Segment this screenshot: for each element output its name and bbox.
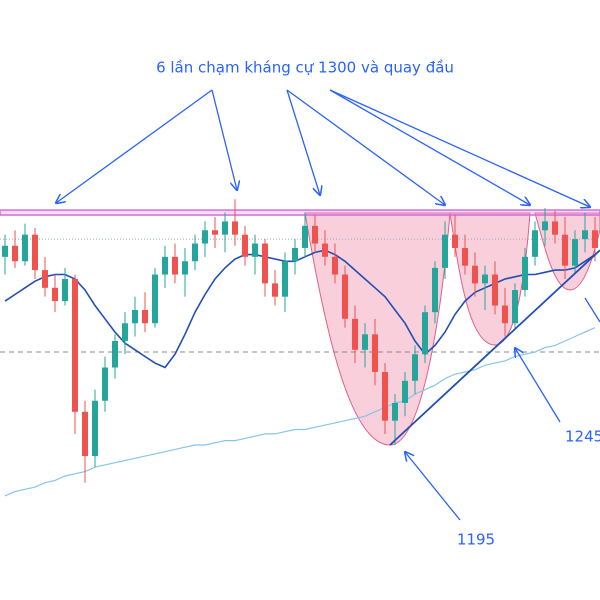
candle-body bbox=[282, 261, 288, 297]
candle-body bbox=[392, 402, 398, 421]
candle-body bbox=[522, 256, 528, 291]
candle-body bbox=[472, 265, 478, 284]
candle-body bbox=[112, 340, 118, 368]
candle-body bbox=[492, 274, 498, 306]
candle-body bbox=[502, 305, 508, 324]
arrows bbox=[56, 89, 600, 521]
trendline bbox=[389, 249, 600, 446]
candle-body bbox=[312, 225, 318, 244]
arrow bbox=[405, 452, 461, 521]
candle-body bbox=[412, 354, 418, 381]
candle-body bbox=[12, 245, 18, 262]
candle-body bbox=[62, 278, 68, 302]
candle-body bbox=[542, 221, 548, 231]
candle-body bbox=[462, 247, 468, 266]
candle-body bbox=[552, 221, 558, 235]
candle-body bbox=[202, 230, 208, 244]
candle-body bbox=[72, 278, 78, 412]
moving-average bbox=[4, 327, 596, 497]
candle-body bbox=[132, 309, 138, 324]
arrow bbox=[329, 89, 590, 207]
candle-body bbox=[362, 334, 368, 350]
candle-body bbox=[22, 234, 28, 262]
candle-body bbox=[42, 270, 48, 288]
candle-body bbox=[162, 256, 168, 275]
candle-body bbox=[2, 245, 8, 257]
candle-body bbox=[82, 411, 88, 457]
candle-body bbox=[452, 234, 458, 248]
candle-body bbox=[242, 234, 248, 257]
candle-body bbox=[352, 318, 358, 350]
candle-body bbox=[532, 230, 538, 257]
candle-body bbox=[252, 243, 258, 257]
annotation: 6 lần chạm kháng cự 1300 và quay đầu bbox=[156, 59, 454, 77]
candle-body bbox=[52, 287, 58, 302]
candle-body bbox=[92, 400, 98, 457]
candle-body bbox=[322, 243, 328, 257]
candle-body bbox=[442, 234, 448, 268]
price-label: 1195 bbox=[457, 531, 495, 549]
candle-body bbox=[272, 283, 278, 297]
candle-body bbox=[512, 290, 518, 324]
candle-body bbox=[192, 243, 198, 262]
arrow bbox=[286, 89, 445, 205]
candle-body bbox=[32, 234, 38, 271]
candle-body bbox=[152, 274, 158, 324]
resistance-band bbox=[0, 209, 600, 216]
arrow bbox=[329, 89, 530, 205]
candle-body bbox=[222, 221, 228, 235]
candle-body bbox=[562, 234, 568, 266]
arrow bbox=[286, 89, 320, 195]
candle-body bbox=[302, 225, 308, 248]
candle-body bbox=[432, 267, 438, 313]
arrow bbox=[211, 89, 237, 190]
candle-body bbox=[212, 230, 218, 235]
candle-body bbox=[102, 367, 108, 401]
candle-body bbox=[292, 247, 298, 262]
arrow bbox=[56, 89, 213, 203]
arrow bbox=[584, 297, 600, 323]
plot bbox=[0, 199, 600, 497]
candle-body bbox=[592, 230, 598, 248]
candle-body bbox=[422, 312, 428, 355]
candle-body bbox=[142, 309, 148, 324]
candle-body bbox=[232, 221, 238, 235]
candle-body bbox=[342, 274, 348, 319]
candle-body bbox=[372, 334, 378, 372]
candle-body bbox=[332, 256, 338, 275]
candle-body bbox=[402, 380, 408, 403]
candle-body bbox=[582, 230, 588, 240]
candle-body bbox=[262, 243, 268, 284]
candle-body bbox=[572, 239, 578, 266]
arrow bbox=[515, 348, 561, 423]
candle-body bbox=[172, 256, 178, 275]
candle-body bbox=[382, 371, 388, 421]
candle-body bbox=[122, 323, 128, 341]
candle-body bbox=[482, 274, 488, 284]
candle-body bbox=[182, 261, 188, 275]
price-label: 1245 bbox=[565, 428, 600, 446]
